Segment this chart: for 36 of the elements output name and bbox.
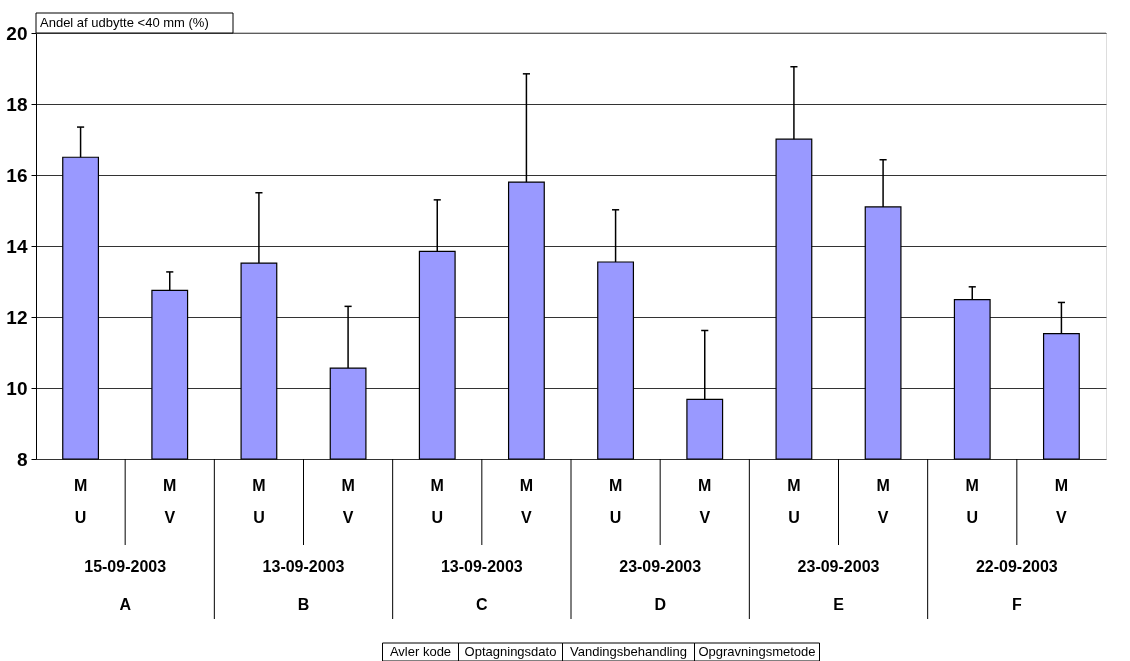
text: F: [1011, 596, 1022, 613]
text: Avler kode: [389, 644, 452, 659]
y-tick-label: 10: [6, 377, 28, 399]
text: Vandingsbehandling: [570, 644, 687, 659]
x-tick-label: M U: [73, 477, 88, 526]
y-tick-label: 16: [6, 164, 28, 186]
x-tick-label: M U: [608, 477, 623, 526]
text: 22-09-2003: [975, 558, 1058, 575]
x-tick-label: M V: [1054, 477, 1069, 526]
y-axis-title: Andel af udbytte <40 mm (%): [40, 15, 209, 30]
text: 23-09-2003: [797, 558, 880, 575]
text: E: [833, 596, 845, 613]
text: 23-09-2003: [619, 558, 702, 575]
x-tick-label: M V: [876, 477, 890, 526]
y-tick-label: 12: [6, 306, 28, 328]
text: D: [654, 596, 666, 613]
y-tick-label: 18: [6, 93, 28, 115]
x-tick-label: M V: [341, 477, 355, 526]
x-tick-label: M V: [519, 477, 534, 526]
x-tick-label: M U: [430, 477, 444, 526]
x-tick-label: M U: [787, 477, 801, 526]
y-tick-label: 8: [16, 448, 28, 470]
text: A: [119, 596, 132, 613]
text: 13-09-2003: [262, 558, 345, 575]
x-tick-label: M U: [252, 477, 266, 526]
x-tick-label: M U: [965, 477, 979, 526]
text: 13-09-2003: [440, 558, 523, 575]
text: 15-09-2003: [84, 558, 167, 575]
text: B: [297, 596, 310, 613]
text: Opgravningsmetode: [698, 644, 816, 659]
text: Optagningsdato: [464, 644, 557, 659]
y-tick-label: 14: [6, 235, 28, 257]
y-tick-label: 20: [6, 22, 28, 44]
text: C: [476, 596, 489, 613]
x-tick-label: M V: [698, 477, 712, 526]
x-tick-label: M V: [163, 477, 177, 526]
